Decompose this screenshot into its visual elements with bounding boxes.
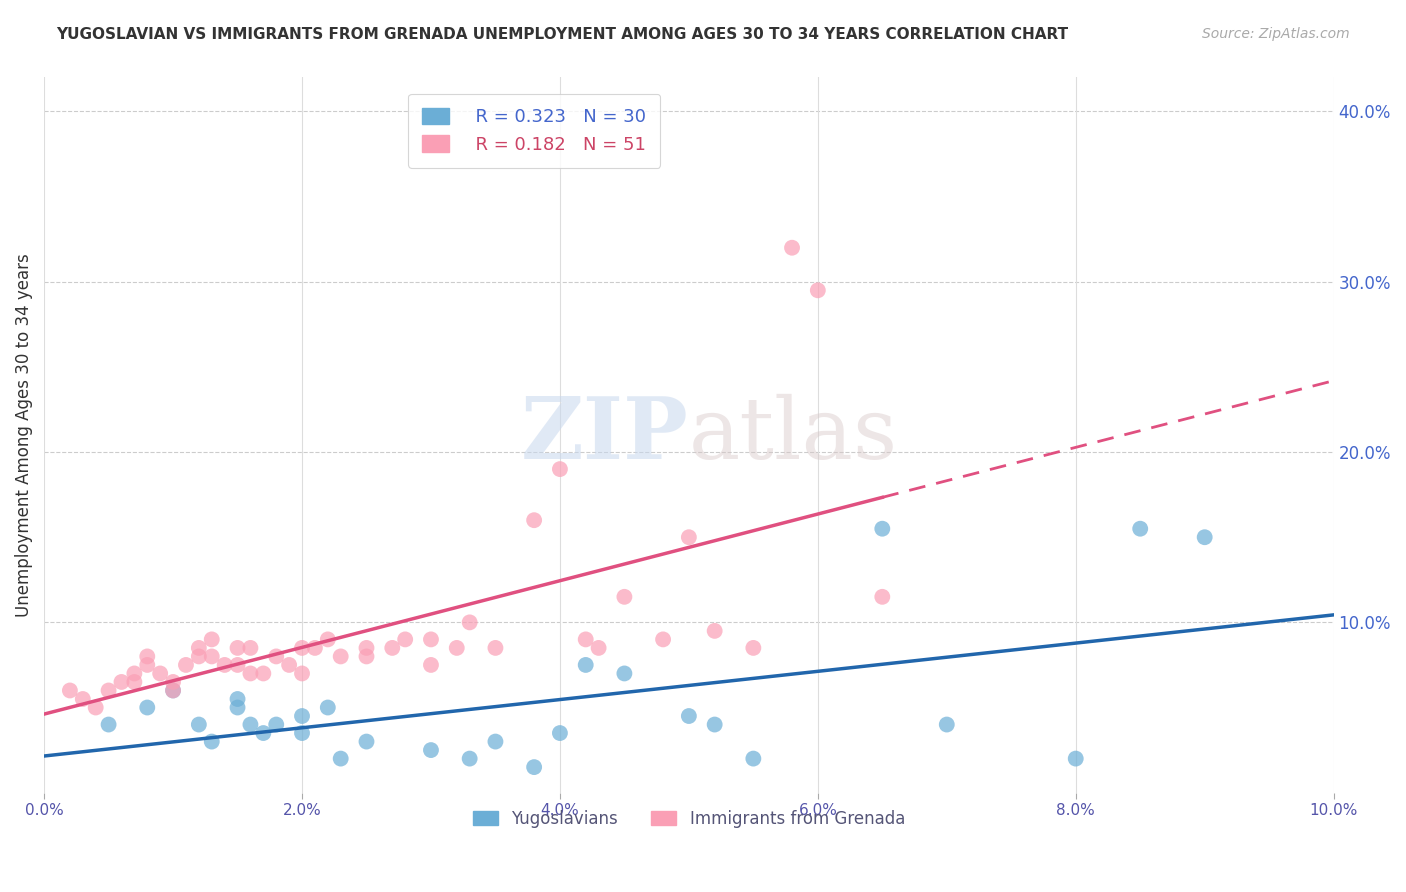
- Point: [201, 649, 224, 664]
- Point: [226, 657, 249, 672]
- Point: [226, 640, 249, 655]
- Point: [588, 640, 610, 655]
- Point: [652, 632, 675, 647]
- Legend: Yugoslavians, Immigrants from Grenada: Yugoslavians, Immigrants from Grenada: [467, 803, 911, 834]
- Point: [72, 692, 94, 706]
- Point: [136, 700, 159, 714]
- Point: [703, 717, 725, 731]
- Point: [97, 683, 120, 698]
- Point: [458, 751, 481, 765]
- Point: [226, 692, 249, 706]
- Point: [678, 530, 700, 544]
- Point: [239, 640, 262, 655]
- Point: [239, 666, 262, 681]
- Point: [162, 675, 184, 690]
- Point: [575, 657, 598, 672]
- Point: [291, 666, 314, 681]
- Point: [420, 632, 443, 647]
- Point: [136, 649, 159, 664]
- Point: [523, 513, 546, 527]
- Point: [1194, 530, 1216, 544]
- Point: [59, 683, 82, 698]
- Point: [264, 649, 287, 664]
- Point: [187, 717, 209, 731]
- Point: [162, 683, 184, 698]
- Point: [264, 717, 287, 731]
- Point: [226, 700, 249, 714]
- Point: [291, 640, 314, 655]
- Point: [97, 717, 120, 731]
- Point: [807, 283, 830, 297]
- Point: [1064, 751, 1087, 765]
- Point: [356, 640, 378, 655]
- Point: [420, 743, 443, 757]
- Text: Source: ZipAtlas.com: Source: ZipAtlas.com: [1202, 27, 1350, 41]
- Point: [187, 649, 209, 664]
- Point: [201, 632, 224, 647]
- Point: [703, 624, 725, 638]
- Point: [678, 709, 700, 723]
- Point: [329, 751, 352, 765]
- Point: [214, 657, 236, 672]
- Point: [174, 657, 197, 672]
- Point: [356, 734, 378, 748]
- Point: [1129, 522, 1152, 536]
- Point: [291, 726, 314, 740]
- Point: [780, 241, 803, 255]
- Point: [420, 657, 443, 672]
- Point: [239, 717, 262, 731]
- Point: [872, 522, 894, 536]
- Point: [201, 734, 224, 748]
- Point: [381, 640, 404, 655]
- Point: [458, 615, 481, 630]
- Point: [316, 632, 339, 647]
- Text: ZIP: ZIP: [522, 393, 689, 477]
- Point: [329, 649, 352, 664]
- Point: [356, 649, 378, 664]
- Point: [742, 751, 765, 765]
- Point: [935, 717, 957, 731]
- Point: [84, 700, 107, 714]
- Point: [149, 666, 172, 681]
- Point: [316, 700, 339, 714]
- Point: [278, 657, 301, 672]
- Point: [523, 760, 546, 774]
- Point: [187, 640, 209, 655]
- Point: [613, 666, 636, 681]
- Point: [291, 709, 314, 723]
- Point: [446, 640, 468, 655]
- Text: atlas: atlas: [689, 393, 898, 476]
- Point: [252, 666, 274, 681]
- Point: [124, 675, 146, 690]
- Point: [110, 675, 132, 690]
- Y-axis label: Unemployment Among Ages 30 to 34 years: Unemployment Among Ages 30 to 34 years: [15, 253, 32, 617]
- Point: [162, 683, 184, 698]
- Point: [484, 734, 506, 748]
- Point: [394, 632, 416, 647]
- Point: [252, 726, 274, 740]
- Point: [304, 640, 326, 655]
- Point: [872, 590, 894, 604]
- Point: [742, 640, 765, 655]
- Point: [124, 666, 146, 681]
- Point: [136, 657, 159, 672]
- Text: YUGOSLAVIAN VS IMMIGRANTS FROM GRENADA UNEMPLOYMENT AMONG AGES 30 TO 34 YEARS CO: YUGOSLAVIAN VS IMMIGRANTS FROM GRENADA U…: [56, 27, 1069, 42]
- Point: [548, 462, 571, 476]
- Point: [548, 726, 571, 740]
- Point: [613, 590, 636, 604]
- Point: [575, 632, 598, 647]
- Point: [484, 640, 506, 655]
